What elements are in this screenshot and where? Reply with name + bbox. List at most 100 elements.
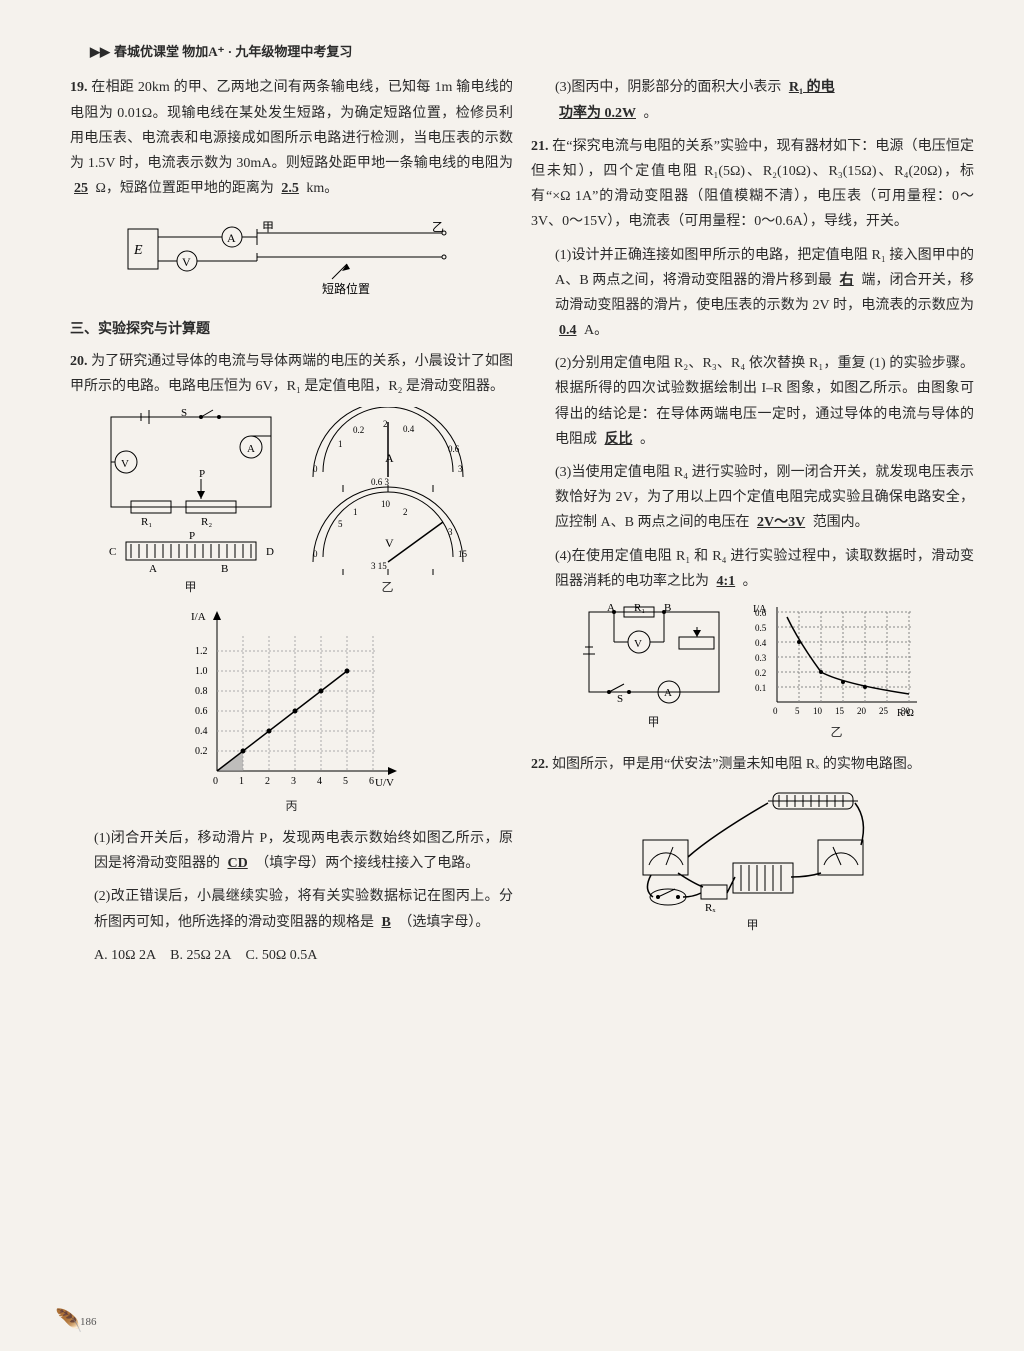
q22-number: 22. (531, 757, 549, 772)
svg-text:30: 30 (901, 706, 911, 716)
q20-fig-yi-wrap: 0 0.2 0.4 1 2 3 0.6 A 0.6 3 0 (293, 407, 483, 599)
q21-ans3: 2V～3V (753, 515, 809, 530)
q20-fig-yi-label: 乙 (293, 577, 483, 599)
q20-part3: (3)图丙中，阴影部分的面积大小表示 R₁ 的电 功率为 0.2W 。 (531, 75, 974, 125)
q19-label-short: 短路位置 (322, 281, 370, 296)
svg-text:2: 2 (265, 776, 270, 787)
q20-fig-jia-wrap: S A V P (101, 407, 281, 599)
svg-text:10: 10 (813, 706, 823, 716)
q20-chart-bing: I/A U/V 1.2 1.0 0.8 0.6 0.4 (177, 606, 407, 796)
svg-text:1.0: 1.0 (195, 666, 208, 677)
svg-text:0: 0 (213, 776, 218, 787)
q20-circuit-jia: S A V P (101, 407, 281, 577)
q21-part2: (2)分别用定值电阻 R₂、R₃、R₄ 依次替换 R₁，重复 (1) 的实验步骤… (531, 351, 974, 452)
svg-text:A: A (149, 563, 157, 575)
q19-text-b: Ω，短路位置距甲地的距离为 (96, 181, 274, 196)
svg-text:S: S (181, 407, 187, 419)
q19-circuit-figure: E A 甲 乙 V 短路位置 (70, 209, 513, 309)
svg-text:A: A (385, 451, 394, 465)
q21-fig-yi-wrap: I/A R/Ω 0.60.5 0.40.3 0.20.1 0 510 (747, 602, 927, 744)
q21-p2b: 。 (640, 432, 654, 447)
q20-fig-bing: I/A U/V 1.2 1.0 0.8 0.6 0.4 (70, 606, 513, 818)
svg-text:3: 3 (291, 776, 296, 787)
svg-text:P: P (189, 530, 195, 542)
section-3-title: 三、实验探究与计算题 (70, 317, 513, 342)
svg-text:3 15: 3 15 (371, 561, 387, 571)
svg-text:5: 5 (338, 519, 343, 529)
q21-lbl-V: V (634, 638, 642, 650)
q21-ans4: 4:1 (713, 574, 740, 589)
svg-text:2: 2 (403, 507, 408, 517)
q21-figures: A R₁ B V A S (531, 602, 974, 744)
svg-text:5: 5 (795, 706, 800, 716)
q19-answer-a: 25 (70, 181, 92, 196)
q19-label-A: A (227, 231, 236, 245)
q20-p2-b: （选填字母）。 (398, 915, 489, 930)
q20-figures-row: S A V P (70, 407, 513, 599)
svg-text:0.1: 0.1 (755, 683, 766, 693)
q21-part4: (4)在使用定值电阻 R₁ 和 R₄ 进行实验过程中，读取数据时，滑动变阻器消耗… (531, 544, 974, 594)
svg-text:0.8: 0.8 (195, 686, 208, 697)
svg-text:10: 10 (381, 499, 391, 509)
q20-p3-c: 。 (644, 106, 658, 121)
svg-text:0.2: 0.2 (353, 425, 364, 435)
q20-opt-a: A. 10Ω 2A (94, 948, 156, 963)
q20-fig-jia-label: 甲 (101, 577, 281, 599)
svg-text:0.6: 0.6 (448, 444, 460, 454)
svg-text:0.3: 0.3 (755, 653, 767, 663)
q21-part1: (1)设计并正确连接如图甲所示的电路，把定值电阻 R₁ 接入图甲中的 A、B 两… (531, 243, 974, 344)
q22-figure: Rₓ 甲 (531, 785, 974, 937)
q20-options: A. 10Ω 2A B. 25Ω 2A C. 50Ω 0.5A (70, 943, 513, 968)
q21-fig-jia-label: 甲 (579, 712, 729, 734)
q20-intro: 为了研究通过导体的电流与导体两端的电压的关系，小晨设计了如图甲所示的电路。电路电… (70, 354, 513, 394)
q21-fig-yi-label: 乙 (747, 722, 927, 744)
q19-text-a: 在相距 20km 的甲、乙两地之间有两条输电线，已知每 1m 输电线的电阻为 0… (70, 80, 513, 171)
q20-opt-b: B. 25Ω 2A (170, 948, 231, 963)
svg-text:4: 4 (317, 776, 322, 787)
svg-text:B: B (221, 563, 228, 575)
q20-p3-ans-b: 功率为 0.2W (555, 106, 640, 121)
q21-p4a: (4)在使用定值电阻 R₁ 和 R₄ 进行实验过程中，读取数据时，滑动变阻器消耗… (555, 549, 974, 589)
q19-answer-b: 2.5 (277, 181, 303, 196)
svg-text:1: 1 (239, 776, 244, 787)
svg-text:0.4: 0.4 (195, 726, 208, 737)
q21-p1c: A。 (584, 323, 608, 338)
q22-fig-label: 甲 (623, 915, 883, 937)
q21-ans1b: 0.4 (555, 323, 581, 338)
q19-text-c: km。 (306, 181, 338, 196)
right-column: (3)图丙中，阴影部分的面积大小表示 R₁ 的电 功率为 0.2W 。 21. … (531, 75, 974, 968)
left-column: 19. 在相距 20km 的甲、乙两地之间有两条输电线，已知每 1m 输电线的电… (70, 75, 513, 968)
svg-text:1: 1 (338, 439, 343, 449)
svg-text:0: 0 (773, 706, 778, 716)
chart-ylabel: I/A (191, 611, 206, 623)
q21-fig-jia-wrap: A R₁ B V A S (579, 602, 729, 744)
q20-part1: (1)闭合开关后，移动滑片 P，发现两电表示数始终如图乙所示，原因是将滑动变阻器… (70, 826, 513, 876)
q19-label-jia: 甲 (262, 220, 274, 234)
svg-text:1: 1 (353, 507, 358, 517)
svg-text:D: D (266, 546, 274, 558)
q21-number: 21. (531, 139, 549, 154)
svg-text:0.6 3: 0.6 3 (371, 477, 390, 487)
svg-text:25: 25 (879, 706, 889, 716)
q19-circuit-svg: E A 甲 乙 V 短路位置 (122, 209, 462, 309)
svg-text:V: V (385, 536, 394, 550)
svg-text:20: 20 (857, 706, 867, 716)
q20-p1-b: （填字母）两个接线柱接入了电路。 (255, 856, 479, 871)
chart-xlabel: U/V (375, 777, 394, 789)
q20-fig-bing-label: 丙 (177, 796, 407, 818)
feather-icon: 🪶 (55, 1301, 82, 1341)
q19-label-E: E (133, 243, 143, 258)
svg-text:0.4: 0.4 (403, 424, 415, 434)
q20-opt-c: C. 50Ω 0.5A (245, 948, 317, 963)
svg-text:R₂: R₂ (201, 516, 212, 528)
svg-text:R₁: R₁ (141, 516, 152, 528)
page-header: 春城优课堂 物加A⁺ · 九年级物理中考复习 (70, 40, 974, 63)
question-19: 19. 在相距 20km 的甲、乙两地之间有两条输电线，已知每 1m 输电线的电… (70, 75, 513, 201)
q21-part3: (3)当使用定值电阻 R₄ 进行实验时，刚一闭合开关，就发现电压表示数恰好为 2… (531, 460, 974, 536)
q21-lbl-Acur: A (664, 687, 672, 699)
svg-text:0: 0 (313, 464, 318, 474)
q19-number: 19. (70, 80, 88, 95)
svg-text:0.4: 0.4 (755, 638, 767, 648)
question-20: 20. 为了研究通过导体的电流与导体两端的电压的关系，小晨设计了如图甲所示的电路… (70, 349, 513, 399)
q22-text: 如图所示，甲是用“伏安法”测量未知电阻 Rₓ 的实物电路图。 (552, 757, 921, 772)
